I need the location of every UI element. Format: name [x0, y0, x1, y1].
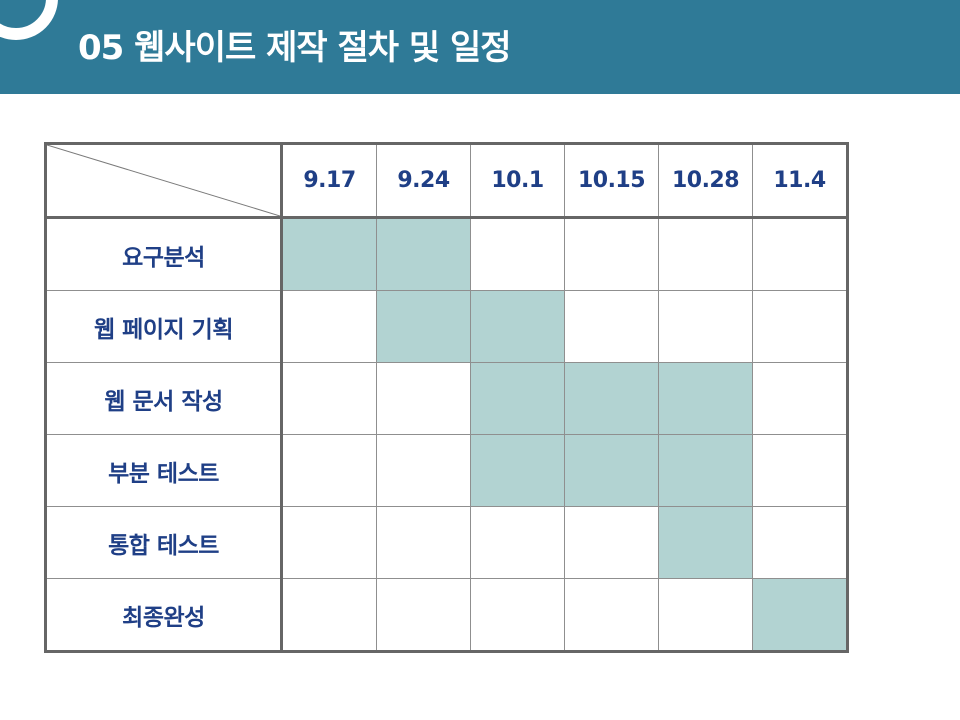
schedule-cell-active: [564, 434, 659, 507]
date-header: 11.4: [752, 143, 848, 219]
schedule-body: 요구분석 웹 페이지 기획 웹 문서 작성 부분 테: [45, 217, 848, 652]
schedule-cell-active: [658, 434, 753, 507]
schedule-cell-active: [752, 578, 848, 652]
decorative-circle-icon: [0, 0, 58, 40]
schedule-cell-empty: [281, 290, 377, 363]
task-row: 웹 페이지 기획: [45, 290, 848, 363]
schedule-cell-empty: [752, 434, 848, 507]
date-header-row: 9.17 9.24 10.1 10.15 10.28 11.4: [45, 143, 848, 219]
schedule-table: 9.17 9.24 10.1 10.15 10.28 11.4 요구분석 웹 페…: [44, 142, 849, 653]
schedule-cell-empty: [281, 434, 377, 507]
schedule-cell-empty: [564, 290, 659, 363]
header-bar: 05 웹사이트 제작 절차 및 일정: [0, 0, 960, 94]
schedule-cell-empty: [281, 506, 377, 579]
date-header: 10.28: [658, 143, 753, 219]
schedule-cell-empty: [281, 578, 377, 652]
task-row: 부분 테스트: [45, 434, 848, 507]
schedule-cell-empty: [470, 578, 565, 652]
task-row: 웹 문서 작성: [45, 362, 848, 435]
schedule-cell-active: [470, 434, 565, 507]
schedule-cell-empty: [470, 217, 565, 291]
schedule-cell-active: [658, 362, 753, 435]
schedule-cell-empty: [376, 362, 471, 435]
schedule-cell-empty: [658, 578, 753, 652]
task-label: 부분 테스트: [45, 434, 283, 507]
task-label: 요구분석: [45, 217, 283, 291]
schedule-cell-active: [470, 362, 565, 435]
schedule-cell-active: [658, 506, 753, 579]
task-row: 통합 테스트: [45, 506, 848, 579]
date-header: 10.1: [470, 143, 565, 219]
schedule-cell-active: [564, 362, 659, 435]
schedule-cell-active: [376, 290, 471, 363]
schedule-cell-empty: [752, 362, 848, 435]
date-header: 9.17: [281, 143, 377, 219]
task-row: 최종완성: [45, 578, 848, 652]
schedule-cell-active: [376, 217, 471, 291]
schedule-cell-empty: [752, 506, 848, 579]
schedule-cell-empty: [658, 290, 753, 363]
task-label: 통합 테스트: [45, 506, 283, 579]
task-label: 최종완성: [45, 578, 283, 652]
schedule-cell-empty: [752, 217, 848, 291]
schedule-cell-empty: [376, 434, 471, 507]
schedule-cell-empty: [376, 578, 471, 652]
schedule-cell-active: [281, 217, 377, 291]
schedule-cell-empty: [564, 578, 659, 652]
date-header: 9.24: [376, 143, 471, 219]
diagonal-line-icon: [47, 145, 280, 216]
schedule-cell-active: [470, 290, 565, 363]
task-label: 웹 페이지 기획: [45, 290, 283, 363]
schedule-cell-empty: [281, 362, 377, 435]
corner-cell: [45, 143, 283, 219]
schedule-cell-empty: [376, 506, 471, 579]
schedule-cell-empty: [564, 506, 659, 579]
schedule-cell-empty: [470, 506, 565, 579]
schedule-cell-empty: [658, 217, 753, 291]
page-title: 05 웹사이트 제작 절차 및 일정: [78, 28, 512, 68]
task-label: 웹 문서 작성: [45, 362, 283, 435]
schedule-cell-empty: [752, 290, 848, 363]
task-row: 요구분석: [45, 217, 848, 291]
schedule-cell-empty: [564, 217, 659, 291]
date-header: 10.15: [564, 143, 659, 219]
